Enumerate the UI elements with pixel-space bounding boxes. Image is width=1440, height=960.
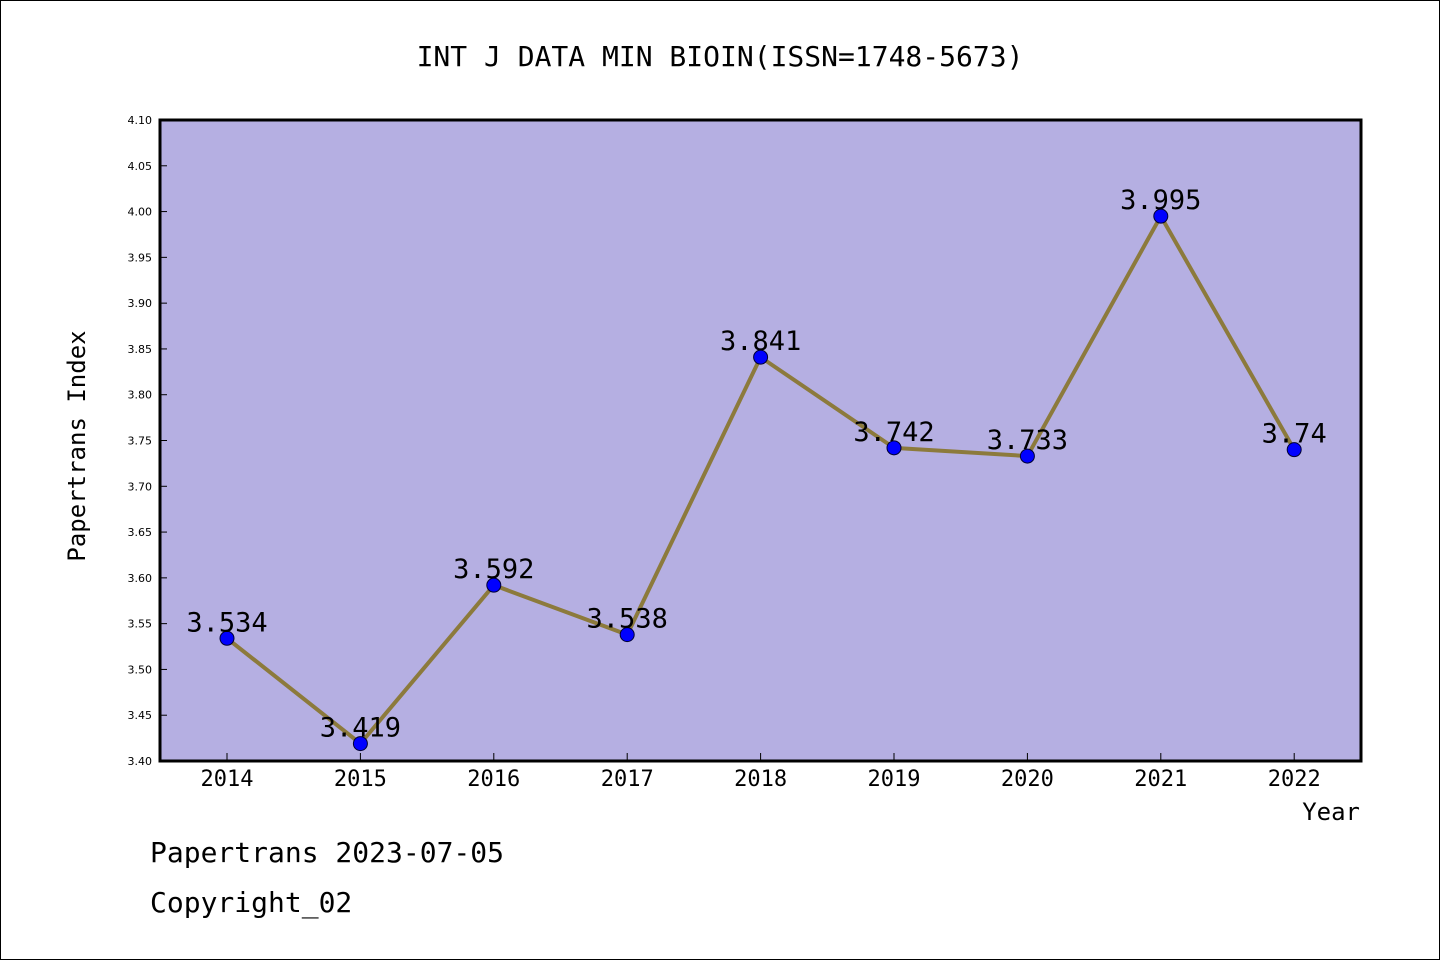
y-tick-label: 3.90 <box>128 297 153 310</box>
y-axis-title: Papertrans Index <box>63 330 91 561</box>
x-axis-title: Year <box>1302 798 1360 826</box>
y-tick-label: 3.75 <box>128 435 153 448</box>
y-tick-label: 3.70 <box>128 480 153 493</box>
data-point <box>753 349 769 365</box>
y-tick-label: 3.95 <box>128 251 153 264</box>
y-tick-label: 3.80 <box>128 389 153 402</box>
x-tick-label: 2017 <box>601 767 654 792</box>
data-point <box>886 440 902 456</box>
y-tick-label: 3.85 <box>128 343 153 356</box>
chart-title: INT J DATA MIN BIOIN(ISSN=1748-5673) <box>417 40 1024 73</box>
x-tick-label: 2020 <box>1001 767 1054 792</box>
y-tick-label: 3.60 <box>128 572 153 585</box>
data-label: 3.742 <box>853 417 934 448</box>
y-tick-label: 4.00 <box>128 206 153 219</box>
y-tick-label: 3.65 <box>128 526 153 539</box>
data-point <box>352 736 368 752</box>
x-tick-label: 2018 <box>734 767 787 792</box>
x-tick-label: 2022 <box>1268 767 1321 792</box>
y-tick-label: 3.50 <box>128 663 153 676</box>
x-tick-label: 2015 <box>334 767 387 792</box>
x-tick-label: 2014 <box>201 767 254 792</box>
data-point <box>1286 442 1302 458</box>
x-tick-label: 2016 <box>467 767 520 792</box>
data-point <box>486 577 502 593</box>
y-tick-label: 4.10 <box>128 114 153 127</box>
y-tick-label: 3.55 <box>128 618 153 631</box>
data-label: 3.74 <box>1262 419 1327 450</box>
data-label: 3.841 <box>720 326 801 357</box>
x-axis: 2014 2015 2016 2017 2018 2019 2020 2021 2022 <box>201 753 1321 792</box>
data-label: 3.995 <box>1120 185 1201 216</box>
data-label: 3.419 <box>320 713 401 744</box>
footer-source: Papertrans 2023-07-05 <box>150 836 505 869</box>
data-label: 3.538 <box>587 604 668 635</box>
data-label: 3.733 <box>987 425 1068 456</box>
x-tick-label: 2019 <box>868 767 921 792</box>
y-tick-label: 4.05 <box>128 160 153 173</box>
footer-copyright: Copyright_02 <box>150 886 353 919</box>
y-axis: 3.40 3.45 3.50 3.55 3.60 3.65 3.70 3.75 3.80 3.85… <box>128 114 167 768</box>
plot-area <box>158 118 1363 763</box>
data-label: 3.534 <box>186 607 267 638</box>
x-tick-label: 2021 <box>1134 767 1187 792</box>
data-series: 3.534 3.419 3.592 3.538 3.841 3.742 3.733 3.995… <box>186 185 1327 752</box>
data-label: 3.592 <box>453 554 534 585</box>
data-point <box>219 630 235 646</box>
data-point <box>619 627 635 643</box>
data-point <box>1019 448 1035 464</box>
y-tick-label: 3.45 <box>128 709 153 722</box>
data-point <box>1153 208 1169 224</box>
y-tick-label: 3.40 <box>128 755 153 768</box>
